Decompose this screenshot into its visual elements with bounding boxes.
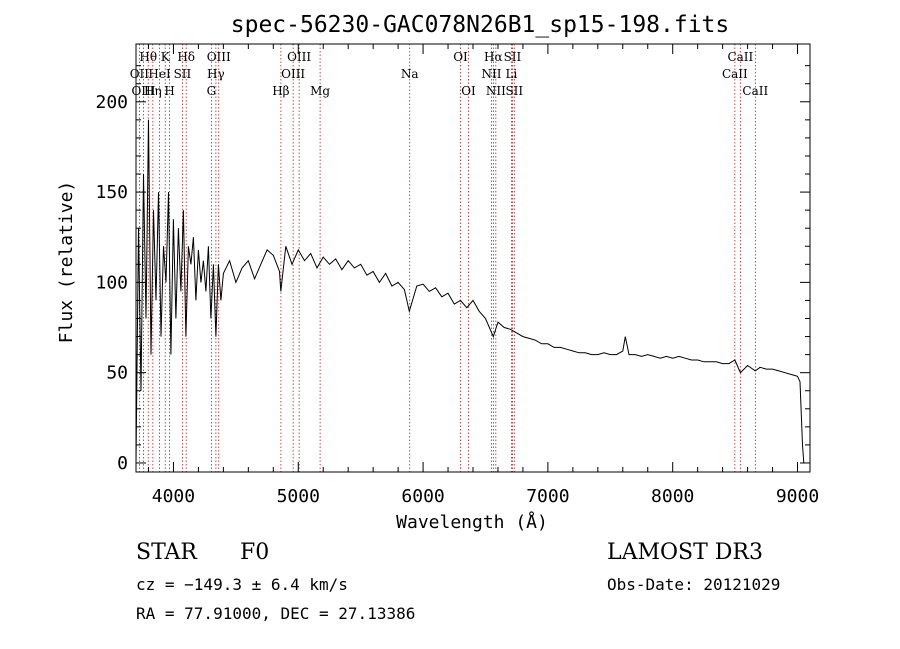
y-tick-label-150: 150 xyxy=(95,182,128,203)
line-label-20: NII xyxy=(481,67,501,81)
x-tick-label-6000: 6000 xyxy=(401,486,444,507)
line-label-12: Hβ xyxy=(272,84,289,98)
line-label-23: Li xyxy=(506,67,518,81)
line-label-10: Hγ xyxy=(207,67,225,81)
x-tick-label-9000: 9000 xyxy=(776,486,819,507)
line-label-13: OIII xyxy=(287,50,311,64)
subclass: F0 xyxy=(240,540,270,565)
line-label-5: Hη xyxy=(144,84,162,98)
x-tick-label-7000: 7000 xyxy=(526,486,569,507)
redshift-text: cz = −149.3 ± 6.4 km/s xyxy=(136,575,348,594)
line-label-0: Hθ xyxy=(139,50,157,64)
x-axis: 4000 5000 6000 7000 8000 9000 xyxy=(147,44,819,507)
line-label-6: SII xyxy=(174,67,192,81)
coordinates: RA = 77.91000, DEC = 27.13386 xyxy=(136,604,416,623)
line-label-15: Mg xyxy=(310,84,330,98)
line-label-24: SII xyxy=(505,84,523,98)
y-tick-label-50: 50 xyxy=(106,363,128,384)
line-label-27: CaII xyxy=(742,84,768,98)
line-label-4: HeI xyxy=(148,67,171,81)
y-axis: 0 50 100 150 200 xyxy=(95,65,810,474)
y-axis-label: Flux (relative) xyxy=(56,181,77,344)
y-tick-label-100: 100 xyxy=(95,272,128,293)
x-tick-label-8000: 8000 xyxy=(651,486,694,507)
object-class: STAR xyxy=(136,540,197,565)
x-tick-label-5000: 5000 xyxy=(277,486,320,507)
y-tick-label-200: 200 xyxy=(95,92,128,113)
line-label-7: H xyxy=(164,84,174,98)
x-tick-label-4000: 4000 xyxy=(152,486,195,507)
line-label-22: SII xyxy=(504,50,522,64)
y-tick-label-0: 0 xyxy=(117,453,128,474)
line-label-11: G xyxy=(207,84,217,98)
survey-name: LAMOST DR3 xyxy=(607,540,763,565)
line-label-26: CaII xyxy=(722,67,748,81)
line-label-17: OI xyxy=(453,50,468,64)
line-label-14: OIII xyxy=(281,67,305,81)
obs-date: Obs-Date: 20121029 xyxy=(607,575,781,594)
spectrum-layer xyxy=(135,119,805,464)
spectral-line-markers xyxy=(138,44,756,472)
line-label-3: K xyxy=(161,50,171,64)
line-label-8: Hδ xyxy=(177,50,195,64)
x-axis-label: Wavelength (Å) xyxy=(396,511,548,533)
line-label-1: OII xyxy=(130,67,150,81)
line-label-18: OI xyxy=(461,84,476,98)
plot-frame xyxy=(135,43,811,473)
line-label-2: OIII xyxy=(131,84,155,98)
line-label-16: Na xyxy=(401,67,419,81)
line-label-25: CaII xyxy=(727,50,753,64)
chart-title: spec-56230-GAC078N26B1_sp15-198.fits xyxy=(231,12,730,38)
line-label-19: Hα xyxy=(484,50,503,64)
line-label-21: NII xyxy=(486,84,506,98)
spectrum-line xyxy=(135,119,805,464)
line-label-9: OIII xyxy=(207,50,231,64)
